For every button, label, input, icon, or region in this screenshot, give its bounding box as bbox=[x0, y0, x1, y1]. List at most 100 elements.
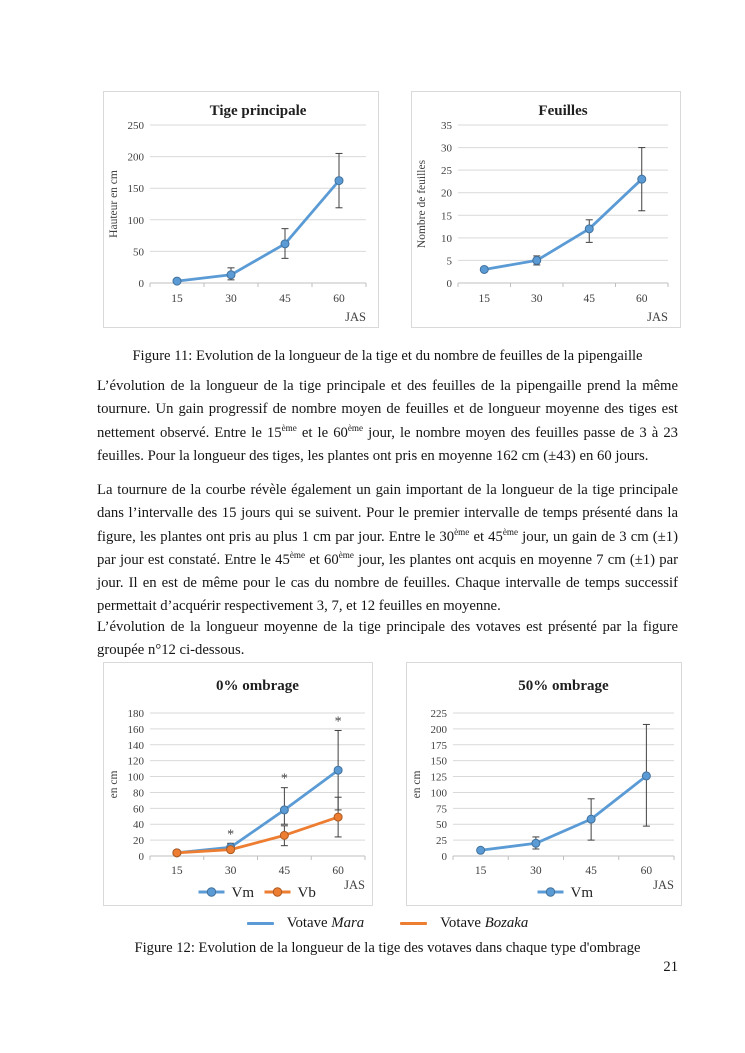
legend-item-votave-bozaka: Votave Bozaka bbox=[400, 915, 528, 932]
svg-text:25: 25 bbox=[441, 165, 453, 177]
gridlines bbox=[149, 712, 366, 860]
svg-text:60: 60 bbox=[636, 293, 648, 305]
chart-legend: Vm bbox=[537, 885, 594, 901]
svg-text:50: 50 bbox=[436, 819, 448, 831]
gridlines bbox=[452, 712, 675, 860]
svg-text:15: 15 bbox=[479, 293, 491, 305]
series-line-Vm bbox=[479, 774, 648, 852]
svg-text:60: 60 bbox=[133, 803, 145, 815]
x-axis-title: JAS bbox=[647, 310, 668, 324]
legend-label-votave-bozaka: Votave Bozaka bbox=[440, 915, 528, 932]
data-point bbox=[334, 176, 344, 186]
data-point bbox=[637, 174, 647, 184]
svg-text:140: 140 bbox=[128, 740, 145, 752]
chart-title: 50% ombrage bbox=[518, 678, 609, 694]
data-point bbox=[333, 765, 343, 775]
series-markers-Hauteur bbox=[172, 176, 344, 286]
legend-item-votave-mara: Votave Mara bbox=[246, 914, 365, 932]
svg-text:30: 30 bbox=[441, 143, 453, 155]
y-axis-labels: 0 20 40 60 80 100 120 140 160 180 bbox=[128, 708, 145, 863]
legend-label-plain: Votave bbox=[286, 914, 328, 931]
svg-text:0: 0 bbox=[442, 851, 448, 863]
svg-text:75: 75 bbox=[436, 803, 448, 815]
x-axis-title: JAS bbox=[653, 878, 674, 892]
y-axis-labels: 0 25 50 75 100 125 150 175 200 225 bbox=[431, 708, 448, 863]
svg-text:200: 200 bbox=[128, 152, 145, 164]
data-point bbox=[280, 239, 290, 249]
svg-text:45: 45 bbox=[584, 293, 596, 305]
svg-text:20: 20 bbox=[133, 835, 145, 847]
svg-text:45: 45 bbox=[279, 865, 291, 877]
chart-50-ombrage: 0 25 50 75 100 125 150 175 200 225 15 30 45 60 JAS 50% … bbox=[406, 662, 682, 906]
svg-text:30: 30 bbox=[530, 865, 542, 877]
series-line-Vb bbox=[175, 815, 340, 855]
data-point bbox=[476, 845, 486, 855]
svg-text:15: 15 bbox=[171, 865, 183, 877]
data-point bbox=[479, 264, 489, 274]
svg-text:15: 15 bbox=[475, 865, 487, 877]
x-axis-labels: 15 30 45 60 bbox=[475, 865, 653, 877]
svg-text:175: 175 bbox=[431, 740, 448, 752]
svg-text:150: 150 bbox=[128, 183, 145, 195]
y-axis-title: Hauteur en cm bbox=[108, 170, 120, 238]
svg-text:225: 225 bbox=[431, 708, 448, 720]
svg-text:120: 120 bbox=[128, 756, 145, 768]
svg-text:5: 5 bbox=[447, 255, 453, 267]
data-point bbox=[333, 812, 343, 822]
y-axis-labels: 0 5 10 15 20 25 30 35 bbox=[441, 120, 453, 290]
data-point bbox=[586, 814, 596, 824]
svg-text:60: 60 bbox=[641, 865, 653, 877]
chart-legend: Vm Vb bbox=[198, 885, 316, 901]
y-axis-title: en cm bbox=[411, 771, 423, 799]
y-axis-title: en cm bbox=[108, 771, 120, 799]
significance-star: * bbox=[227, 827, 234, 842]
chart-title: 0% ombrage bbox=[216, 678, 299, 694]
gridlines bbox=[149, 124, 367, 287]
y-axis-labels: 0 50 100 150 200 250 bbox=[128, 120, 145, 290]
data-point bbox=[226, 270, 236, 280]
svg-text:60: 60 bbox=[332, 865, 344, 877]
svg-text:0: 0 bbox=[139, 851, 145, 863]
svg-text:125: 125 bbox=[431, 772, 448, 784]
x-axis-labels: 15 30 45 60 bbox=[171, 293, 345, 305]
x-axis-labels: 15 30 45 60 bbox=[479, 293, 648, 305]
legend-label-plain: Votave bbox=[440, 914, 481, 931]
svg-text:100: 100 bbox=[431, 787, 448, 799]
svg-text:45: 45 bbox=[585, 865, 597, 877]
svg-text:Vm: Vm bbox=[571, 885, 594, 901]
svg-text:45: 45 bbox=[279, 293, 291, 305]
chart-0-ombrage: 0 20 40 60 80 100 120 140 160 180 15 30 45 60 JAS 0% om… bbox=[103, 662, 373, 906]
series-markers-Feuilles bbox=[479, 174, 647, 274]
svg-text:80: 80 bbox=[133, 787, 145, 799]
x-axis-title: JAS bbox=[345, 310, 366, 324]
chart-tige-principale: 0 50 100 150 200 250 15 30 45 60 JAS Tige principal… bbox=[103, 91, 379, 328]
error-bars bbox=[227, 152, 343, 281]
svg-text:0: 0 bbox=[447, 278, 453, 290]
chart-feuilles: 0 5 10 15 20 25 30 35 15 30 45 60 JAS Feuilles Nombre … bbox=[411, 91, 681, 328]
svg-text:100: 100 bbox=[128, 772, 145, 784]
svg-text:35: 35 bbox=[441, 120, 453, 132]
svg-text:20: 20 bbox=[441, 188, 453, 200]
data-point bbox=[279, 805, 289, 815]
data-point bbox=[172, 276, 182, 286]
legend-line-mara-icon bbox=[246, 921, 274, 925]
svg-text:250: 250 bbox=[128, 120, 145, 132]
y-axis-title: Nombre de feuilles bbox=[416, 159, 428, 248]
data-point bbox=[584, 224, 594, 234]
gridlines bbox=[457, 124, 669, 287]
svg-text:Vb: Vb bbox=[298, 885, 316, 901]
svg-text:15: 15 bbox=[441, 210, 453, 222]
svg-text:30: 30 bbox=[225, 865, 237, 877]
figure12-caption: Figure 12: Evolution de la longueur de l… bbox=[134, 940, 641, 956]
x-axis-title: JAS bbox=[344, 878, 365, 892]
error-bars bbox=[533, 147, 646, 266]
svg-text:40: 40 bbox=[133, 819, 145, 831]
legend-label-italic: Mara bbox=[331, 914, 365, 931]
data-point bbox=[172, 848, 182, 858]
legend-label-italic: Bozaka bbox=[484, 914, 529, 931]
significance-star: * bbox=[335, 714, 342, 729]
svg-text:150: 150 bbox=[431, 756, 448, 768]
